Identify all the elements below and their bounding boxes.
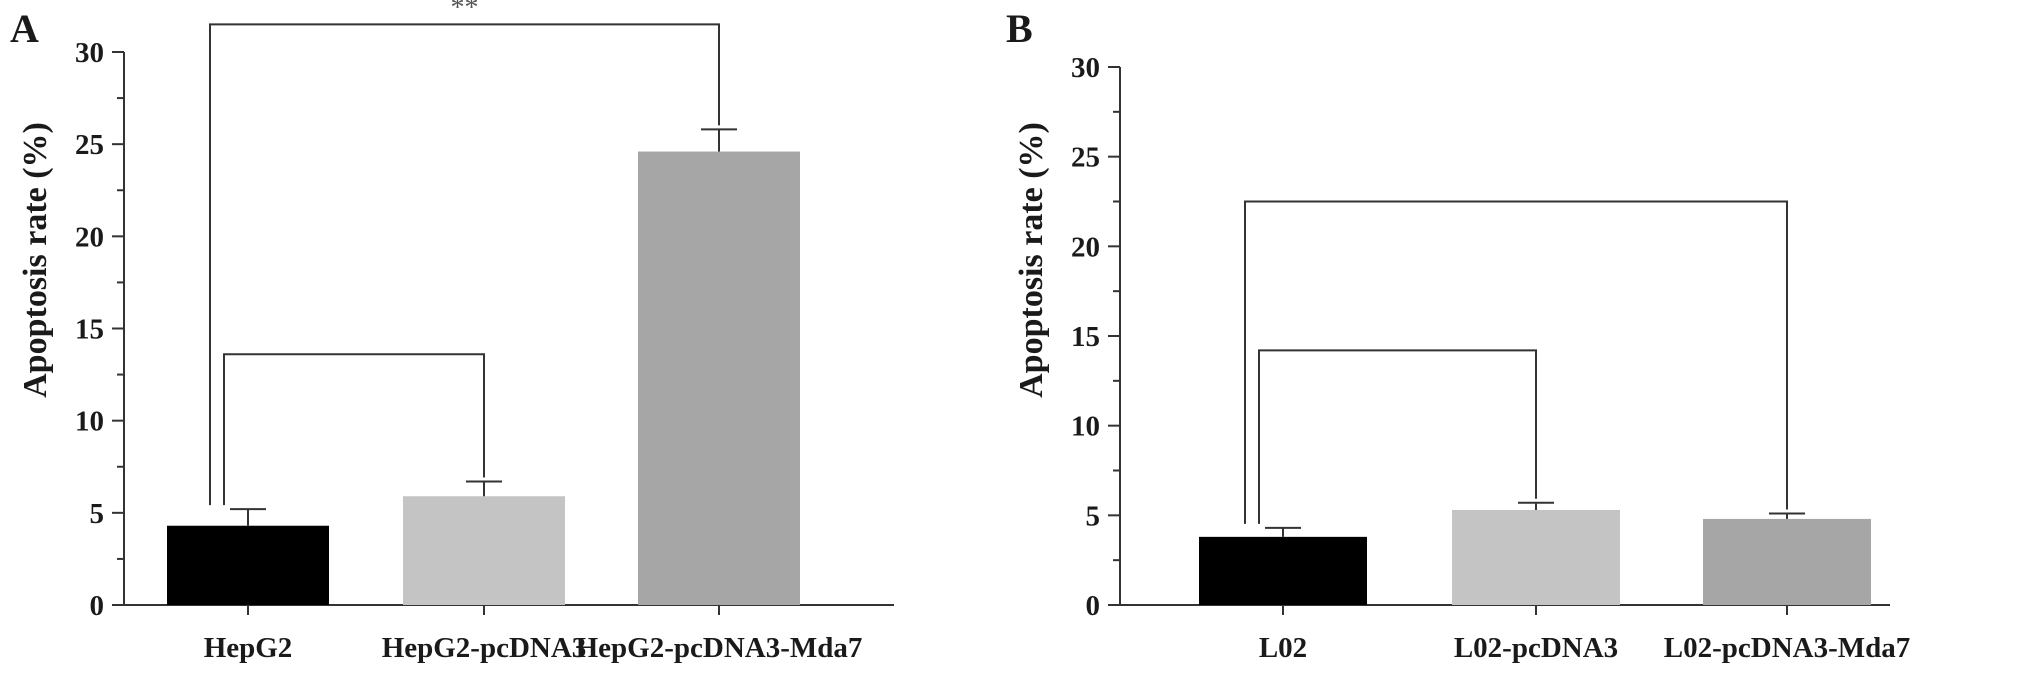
panel-a-letter: A [10, 6, 39, 51]
panel-b-bar-2 [1452, 509, 1620, 605]
panel-a-category-label-2: HepG2-pcDNA3 [382, 632, 587, 664]
panel-b-y-tick-label: 5 [1086, 500, 1101, 532]
panel-b-y-tick-label: 0 [1086, 590, 1101, 622]
panel-b-bar-3 [1703, 518, 1871, 605]
panel-b-comparison-bracket-2 [1258, 349, 1537, 524]
panel-a-chart: A Apoptosis rate (%) 0 5 10 15 20 25 30 HepG2 He… [10, 0, 894, 664]
panel-b-comparison-bracket-1 [1244, 200, 1788, 524]
panel-a-y-tick-label: 25 [75, 129, 104, 161]
panel-a-comparison-bracket-1 [209, 23, 720, 506]
panel-b-y-tick-label: 10 [1071, 411, 1100, 443]
panel-a-y-axis-label: Apoptosis rate (%) [17, 122, 54, 398]
panel-a-y-tick-label: 20 [75, 221, 104, 253]
panel-b-category-label-3: L02-pcDNA3-Mda7 [1664, 632, 1911, 664]
panel-a-bar-1 [167, 525, 329, 605]
panel-a-significance-label: ** [451, 0, 479, 23]
panel-a-y-tick-label: 10 [75, 406, 104, 438]
panel-a-category-label-3: HepG2-pcDNA3-Mda7 [576, 632, 863, 664]
panel-b-y-axis-label: Apoptosis rate (%) [1013, 122, 1050, 398]
panel-a-y-tick-label: 30 [75, 37, 104, 69]
panel-b-chart: B Apoptosis rate (%) 0 5 10 15 20 25 30 L02 L02-… [1006, 6, 1910, 664]
panel-a-y-tick-label: 15 [75, 314, 104, 346]
panel-b-y-tick-label: 20 [1071, 231, 1100, 263]
panel-b-bar-1 [1199, 536, 1367, 605]
panel-b-y-tick-label: 25 [1071, 142, 1100, 174]
panel-a-bar-3 [638, 151, 800, 606]
panel-b-category-label-2: L02-pcDNA3 [1454, 632, 1618, 664]
panel-b-letter: B [1006, 6, 1033, 51]
panel-b-category-label-1: L02 [1259, 632, 1307, 664]
panel-b-y-tick-label: 30 [1071, 52, 1100, 84]
panel-b-y-tick-label: 15 [1071, 321, 1100, 353]
panel-a-bar-2 [403, 496, 565, 605]
panel-a-y-tick-label: 5 [90, 498, 105, 530]
panel-a-y-tick-label: 0 [90, 590, 105, 622]
panel-a-category-label-1: HepG2 [204, 632, 293, 664]
panel-a-comparison-bracket-2 [223, 353, 485, 506]
